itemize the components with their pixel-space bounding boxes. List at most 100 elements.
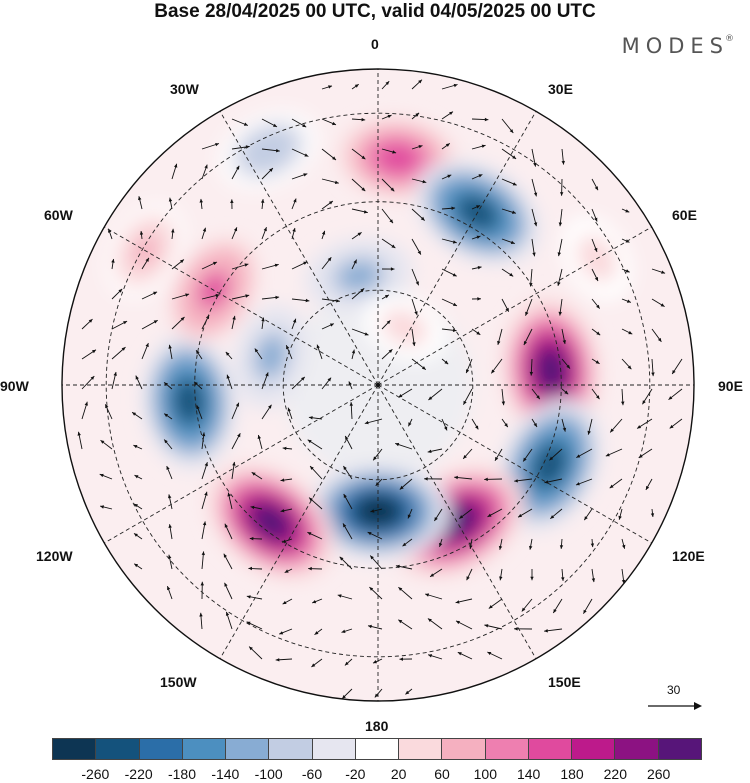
wind-arrow-head (174, 163, 178, 168)
wind-arrow-head (276, 148, 280, 153)
wind-arrow-head (469, 545, 473, 549)
wind-arrow-head (669, 424, 674, 429)
wind-arrow-head (168, 524, 172, 528)
wind-arrow-head (227, 492, 231, 497)
wind-arrow-head (105, 404, 109, 409)
wind-arrow-head (287, 407, 291, 412)
wind-arrow-head (499, 576, 503, 581)
wind-arrow-head (421, 366, 426, 370)
wind-arrow-head (332, 121, 336, 126)
wind-arrow-head (204, 164, 208, 169)
wind-arrow-head (88, 319, 93, 323)
wind-arrow-head (385, 81, 390, 85)
wind-arrow-head (303, 173, 308, 177)
wind-arrow-head (138, 196, 142, 201)
wind-arrow-head (341, 629, 346, 633)
wind-arrow-head (434, 517, 438, 521)
wind-arrow-head (451, 206, 456, 210)
wind-arrow-head (343, 523, 347, 528)
wind-arrow-head (232, 315, 236, 320)
wind-arrow-head (361, 155, 366, 160)
wind-arrow-head (566, 364, 570, 369)
lon-label-150e: 150E (548, 674, 581, 690)
wind-vectors (77, 79, 683, 700)
wind-arrow-head (594, 217, 598, 222)
wind-arrow-head (476, 331, 481, 335)
wind-arrow-head (373, 660, 377, 664)
wind-arrow-head (553, 609, 557, 613)
wind-arrow-head (332, 156, 336, 160)
wind-arrow-head (370, 509, 375, 513)
wind-arrow-head (316, 344, 320, 349)
meridian (104, 226, 379, 386)
anomaly-contour (258, 338, 285, 375)
wind-arrow-head (512, 155, 517, 159)
wind-arrow-head (564, 390, 569, 395)
wind-arrow-head (525, 311, 529, 316)
wind-arrow-head (509, 272, 514, 277)
wind-arrow-head (459, 515, 464, 519)
wind-arrow-head (650, 513, 655, 517)
wind-arrow-head (476, 235, 481, 239)
wind-arrow-head (145, 257, 149, 262)
wind-arrow-head (196, 350, 200, 355)
wind-arrow-head (279, 631, 284, 635)
wind-arrow-head (342, 695, 346, 699)
meridian (377, 111, 537, 386)
wind-arrow-head (180, 317, 185, 321)
wind-arrow-head (215, 143, 219, 147)
wind-arrow-head (263, 227, 267, 232)
lon-label-90e: 90E (718, 378, 743, 394)
wind-arrow-head (390, 267, 395, 271)
colorbar-label: 220 (603, 766, 628, 782)
wind-arrow-head (645, 485, 650, 490)
wind-arrow-head (444, 426, 448, 431)
wind-arrow-head (132, 412, 137, 416)
wind-arrow-head (453, 302, 457, 306)
latitude-circle (105, 112, 651, 658)
wind-arrow-head (626, 299, 631, 303)
wind-arrow-head (354, 84, 359, 88)
wind-arrow-head (557, 252, 561, 257)
lon-label-30e: 30E (548, 81, 573, 97)
lon-label-60w: 60W (44, 207, 73, 223)
wind-arrow-head (418, 145, 423, 149)
wind-arrow-head (225, 351, 230, 356)
wind-arrow-head (447, 174, 452, 178)
wind-arrow-head (533, 423, 537, 427)
wind-arrow-head (249, 536, 254, 541)
wind-arrow-head (583, 609, 587, 614)
wind-arrow-head (185, 293, 190, 297)
wind-arrow-head (307, 532, 312, 536)
colorbar-label: 260 (646, 766, 671, 782)
lon-label-150w: 150W (160, 674, 197, 690)
wind-arrow-head (123, 321, 128, 325)
pole-marker (376, 383, 380, 387)
wind-arrow-head (512, 182, 517, 186)
wind-arrow-head (201, 432, 206, 437)
wind-arrow-head (302, 123, 307, 128)
wind-arrow-head (417, 250, 421, 255)
wind-arrow-head (311, 663, 316, 667)
wind-arrow-head (521, 607, 526, 612)
wind-arrow-head (405, 690, 410, 695)
wind-arrow-head (529, 371, 534, 376)
meridian (219, 111, 379, 386)
wind-arrow-head (100, 440, 105, 444)
wind-arrow-head (77, 431, 81, 436)
wind-arrow-head (292, 318, 297, 323)
wind-arrow-head (622, 544, 626, 549)
wind-arrow-head (561, 577, 565, 581)
wind-arrow-head (668, 396, 673, 400)
colorbar-label: 140 (516, 766, 541, 782)
registered-mark: ® (725, 34, 734, 44)
wind-arrow-head (475, 425, 479, 430)
wind-arrow-head (562, 427, 567, 432)
wind-arrow-head (360, 288, 365, 293)
wind-arrow-head (512, 210, 516, 214)
wind-arrow-head (576, 482, 580, 486)
wind-arrow-head (301, 376, 305, 381)
wind-arrow-head (418, 79, 422, 84)
wind-arrow-head (268, 404, 272, 409)
wind-arrow-head (610, 428, 614, 433)
